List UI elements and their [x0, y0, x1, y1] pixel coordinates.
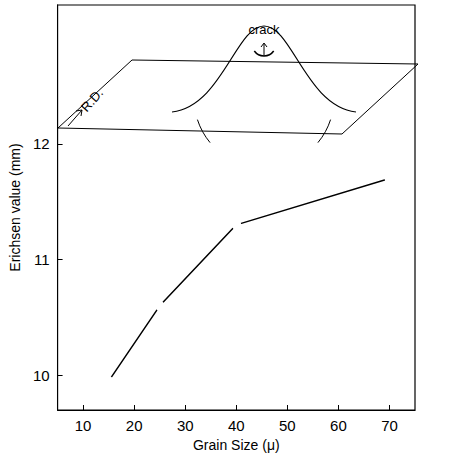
svg-text:40: 40 [228, 417, 245, 434]
svg-text:12: 12 [33, 135, 50, 152]
svg-text:11: 11 [34, 251, 50, 268]
svg-text:60: 60 [330, 417, 347, 434]
svg-text:10: 10 [75, 417, 92, 434]
svg-text:R.D.: R.D. [78, 85, 106, 114]
svg-text:crack: crack [248, 22, 280, 37]
svg-text:Erichsen value (mm): Erichsen value (mm) [7, 143, 23, 271]
svg-text:20: 20 [126, 417, 143, 434]
svg-text:70: 70 [381, 417, 398, 434]
svg-text:50: 50 [279, 417, 296, 434]
svg-text:10: 10 [33, 367, 50, 384]
svg-text:30: 30 [177, 417, 194, 434]
svg-text:Grain Size (μ): Grain Size (μ) [193, 437, 280, 453]
